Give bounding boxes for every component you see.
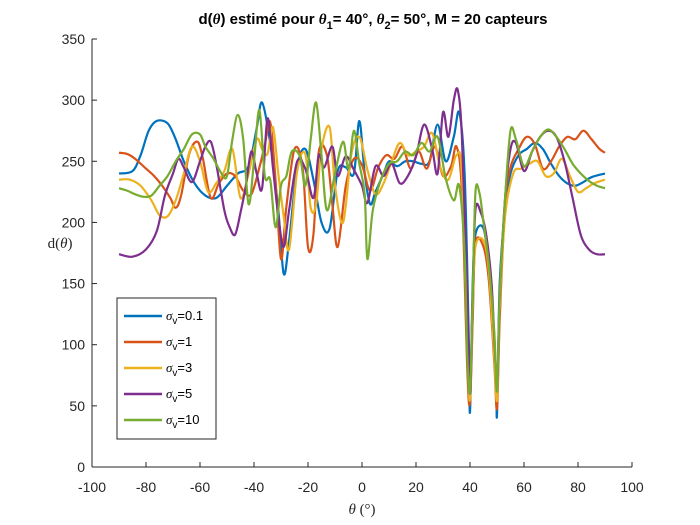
x-tick-label: 80 xyxy=(570,479,586,495)
legend-label-2: σv=1 xyxy=(166,334,192,353)
y-tick-label: 300 xyxy=(62,92,86,108)
legend-label-4: σv=5 xyxy=(166,386,192,405)
x-tick-label: -40 xyxy=(244,479,264,495)
x-tick-label: -20 xyxy=(298,479,318,495)
x-tick-label: -60 xyxy=(190,479,210,495)
x-axis-label: θ (°) xyxy=(348,502,375,518)
series-line-2 xyxy=(118,120,606,411)
x-tick-label: 20 xyxy=(408,479,424,495)
y-tick-label: 250 xyxy=(62,153,86,169)
legend-label-5: σv=10 xyxy=(166,412,199,431)
x-tick-label: 40 xyxy=(462,479,478,495)
y-tick-label: 100 xyxy=(62,337,86,353)
x-tick-label: 100 xyxy=(620,479,644,495)
chart-title: d(θ) estimé pour θ1= 40°, θ2= 50°, M = 2… xyxy=(198,11,547,32)
y-axis-label: d(θ) xyxy=(48,236,73,252)
x-tick-label: -100 xyxy=(78,479,106,495)
y-ticks: 0 50 100 150 200 250 300 350 xyxy=(62,31,97,475)
legend: σv=0.1 σv=1 σv=3 σv=5 σv=10 xyxy=(116,297,217,440)
y-tick-label: 350 xyxy=(62,31,86,47)
y-tick-label: 150 xyxy=(62,276,86,292)
x-tick-label: 60 xyxy=(516,479,532,495)
series-line-5 xyxy=(118,101,606,395)
legend-label-1: σv=0.1 xyxy=(166,308,203,327)
x-tick-label: 0 xyxy=(358,479,366,495)
y-tick-label: 200 xyxy=(62,214,86,230)
legend-label-3: σv=3 xyxy=(166,360,192,379)
x-tick-label: -80 xyxy=(136,479,156,495)
y-tick-label: 50 xyxy=(69,398,85,414)
y-tick-label: 0 xyxy=(77,459,85,475)
series-layer xyxy=(118,87,606,419)
x-ticks: -100 -80 -60 -40 -20 0 20 40 60 80 100 xyxy=(78,462,644,495)
